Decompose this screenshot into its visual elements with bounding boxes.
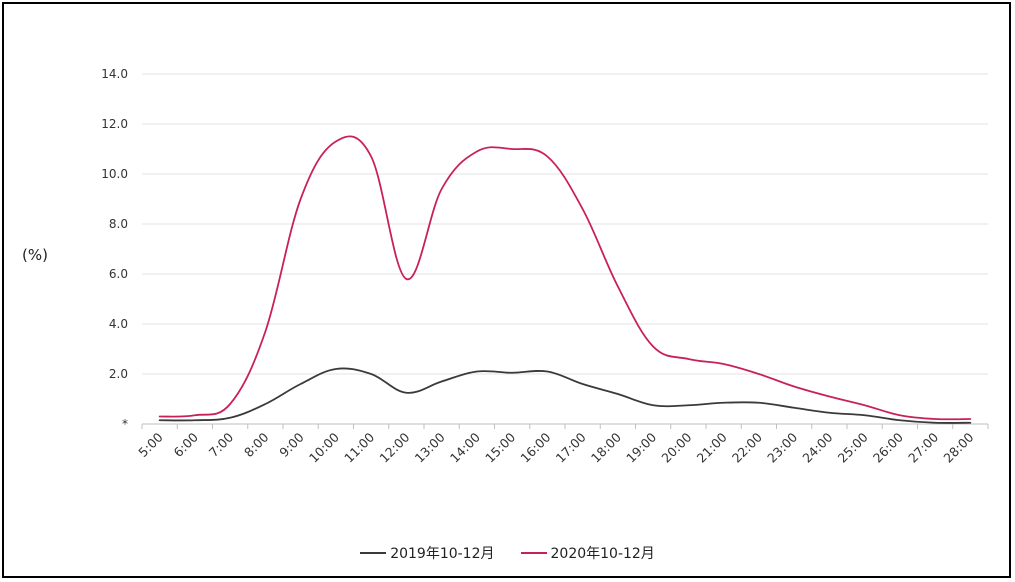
y-tick-label: 14.0 [101, 67, 128, 81]
legend-label-2019: 2019年10-12月 [390, 546, 495, 562]
x-tick-label: 23:00 [764, 429, 800, 465]
y-axis-label: (%) [22, 246, 48, 264]
x-tick-label: 7:00 [206, 429, 236, 459]
x-tick-label: 14:00 [447, 429, 483, 465]
legend: 2019年10-12月 2020年10-12月 [0, 543, 1015, 563]
y-tick-label: 12.0 [101, 117, 128, 131]
x-tick-label: 18:00 [588, 429, 624, 465]
x-tick-label: 12:00 [376, 429, 412, 465]
x-tick-label: 24:00 [799, 429, 835, 465]
x-tick-label: 19:00 [623, 429, 659, 465]
y-tick-label: 2.0 [109, 367, 128, 381]
series-line-0 [158, 367, 972, 424]
y-tick-label: 6.0 [109, 267, 128, 281]
legend-swatch-2019 [360, 552, 387, 554]
x-tick-label: 27:00 [905, 429, 941, 465]
y-tick-label: * [122, 417, 128, 431]
y-tick-label: 4.0 [109, 317, 128, 331]
x-tick-label: 10:00 [306, 429, 342, 465]
x-tick-label: 16:00 [517, 429, 553, 465]
y-tick-label: 10.0 [101, 167, 128, 181]
legend-swatch-2020 [520, 552, 547, 554]
x-tick-label: 13:00 [412, 429, 448, 465]
x-tick-label: 28:00 [940, 429, 976, 465]
legend-item-2020: 2020年10-12月 [520, 543, 655, 563]
x-tick-label: 26:00 [870, 429, 906, 465]
x-tick-label: 11:00 [341, 429, 377, 465]
legend-label-2020: 2020年10-12月 [550, 546, 655, 562]
x-tick-label: 9:00 [276, 429, 306, 459]
x-tick-label: 6:00 [171, 429, 201, 459]
x-tick-label: 15:00 [482, 429, 518, 465]
x-tick-label: 25:00 [835, 429, 871, 465]
y-tick-label: 8.0 [109, 217, 128, 231]
x-tick-label: 17:00 [553, 429, 589, 465]
x-tick-label: 5:00 [135, 429, 165, 459]
x-tick-label: 20:00 [658, 429, 694, 465]
legend-item-2019: 2019年10-12月 [360, 543, 495, 563]
x-tick-label: 8:00 [241, 429, 271, 459]
series-line-1 [158, 135, 972, 421]
x-tick-label: 22:00 [729, 429, 765, 465]
x-tick-label: 21:00 [694, 429, 730, 465]
